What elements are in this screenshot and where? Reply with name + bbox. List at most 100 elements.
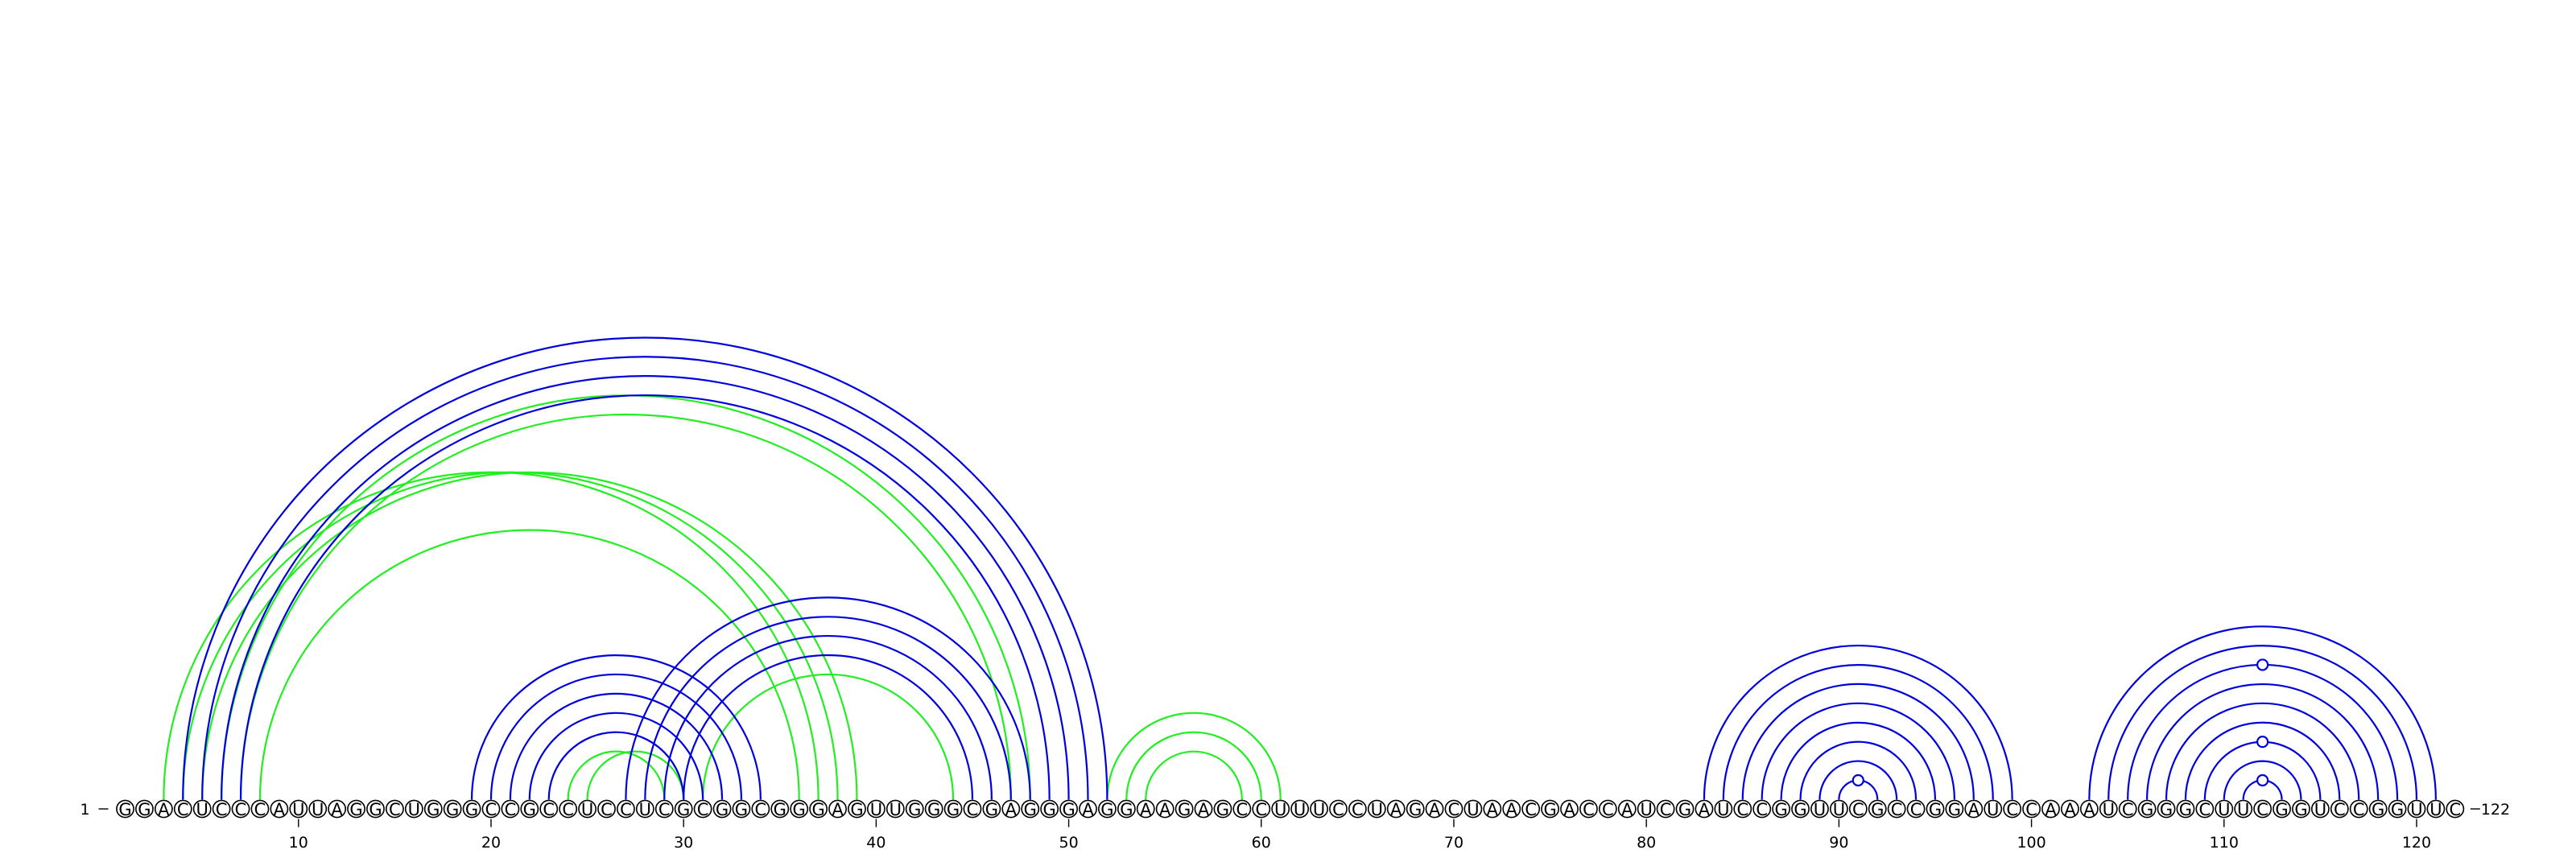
nucleotide-letter: G [677,800,690,819]
structure-a-arc [509,692,724,800]
nucleotide-letter: U [292,800,304,819]
nucleotide-letter: U [408,800,420,819]
nucleotide-letter: C [755,800,767,819]
nucleotide-letter: G [1678,800,1691,819]
nucleotide-letter: A [1563,800,1575,819]
nucleotide: G [712,799,732,819]
nucleotide-circle [654,799,674,819]
nucleotide-letter: C [485,800,497,819]
nucleotide-letter: G [369,800,382,819]
nucleotide: C [654,799,674,819]
structure-b-arc [201,471,858,800]
nucleotide-letter: C [235,800,247,819]
nucleotide-letter: G [1043,800,1056,819]
nucleotide-letter: G [1794,800,1806,819]
unpaired-marker [2256,736,2269,749]
nucleotide: G [1541,799,1559,819]
nucleotide-letter: G [735,800,748,819]
nucleotide: G [423,799,443,819]
nucleotide: C [1579,799,1598,819]
structure-a-arc [1818,760,1898,800]
nucleotide-letter: G [985,800,998,819]
nucleotide-letter: U [890,800,902,819]
nucleotide-letter: G [427,800,440,819]
structure-a-arc [625,596,1031,800]
unpaired-marker [2256,658,2269,671]
nucleotide: G [2273,799,2291,819]
unpaired-markers [1852,658,2269,787]
structure-a-arc [683,654,974,800]
nucleotide: U [308,799,328,819]
nucleotide: U [578,799,597,819]
nucleotide-circle [501,799,520,819]
nucleotide: G [1406,799,1425,819]
nucleotide-circle [2118,799,2137,819]
nucleotide-circle [2041,799,2060,819]
nucleotide: G [2292,799,2310,819]
nucleotide: A [1386,799,1406,819]
nucleotide: G [2157,799,2176,819]
nucleotide-letter: U [1313,800,1325,819]
structure-b-arc [1125,731,1262,800]
nucleotide-letter: C [2449,800,2461,819]
nucleotide-letter: G [2275,800,2288,819]
nucleotide: C [1656,799,1675,819]
nucleotide-circle [2330,799,2349,819]
nucleotide-letter: G [2160,800,2173,819]
nucleotide-letter: A [158,800,170,819]
nucleotide-circle [1194,799,1213,819]
nucleotide: G [848,799,866,819]
nucleotide-letter: G [465,800,478,819]
nucleotide: G [1675,799,1695,819]
axis-tick-label: 60 [1252,834,1271,852]
nucleotide: C [212,799,231,819]
nucleotide: C [2118,799,2137,819]
nucleotide-letter: U [639,800,651,819]
nucleotide: C [963,799,982,819]
sequence-backbone: 1 122 [80,801,2511,819]
axis-tick-label: 30 [674,834,693,852]
nucleotide-circle [982,799,1001,819]
nucleotide-circle [1848,799,1868,819]
nucleotide-circle [1444,799,1463,819]
nucleotide-letter: C [1736,800,1748,819]
nucleotide-circle [1945,799,1964,819]
nucleotide-circle [1598,799,1617,819]
nucleotide-circle [1926,799,1945,819]
nucleotide: C [693,799,712,819]
nucleotide: C [617,799,635,819]
nucleotide-circle [886,799,905,819]
nucleotide-letter: G [523,800,536,819]
nucleotide-letter: C [2353,800,2365,819]
nucleotide-letter: U [2429,800,2442,819]
nucleotide-circle [1675,799,1695,819]
sequence-start-label: 1 [80,801,90,819]
nucleotide-circle [1425,799,1444,819]
structure-a-arc [2146,683,2380,800]
nucleotide-letter: C [1255,800,1267,819]
nucleotide-circle [1984,799,2003,819]
axis-tick-label: 70 [1444,834,1463,852]
nucleotide-circle [2292,799,2310,819]
nucleotide: G [1040,799,1059,819]
nucleotide-circle [1714,799,1733,819]
nucleotide: U [289,799,308,819]
nucleotide: G [1791,799,1810,819]
nucleotide: U [866,799,886,819]
nucleotide: U [2426,799,2446,819]
nucleotide: G [443,799,462,819]
nucleotide-circle [212,799,231,819]
nucleotide-letter: A [274,800,286,819]
nucleotide-circle [328,799,347,819]
nucleotide-circle [943,799,963,819]
nucleotide: C [501,799,520,819]
structure-a-arc [644,616,1012,800]
nucleotide-letter: C [658,800,671,819]
nucleotide-letter: C [543,800,555,819]
nucleotide-circle [751,799,770,819]
nucleotide: G [943,799,963,819]
nucleotide-circle [2099,799,2118,819]
nucleotide-letter: C [2334,800,2346,819]
nucleotide: A [1001,799,1021,819]
nucleotide-circle [1386,799,1406,819]
